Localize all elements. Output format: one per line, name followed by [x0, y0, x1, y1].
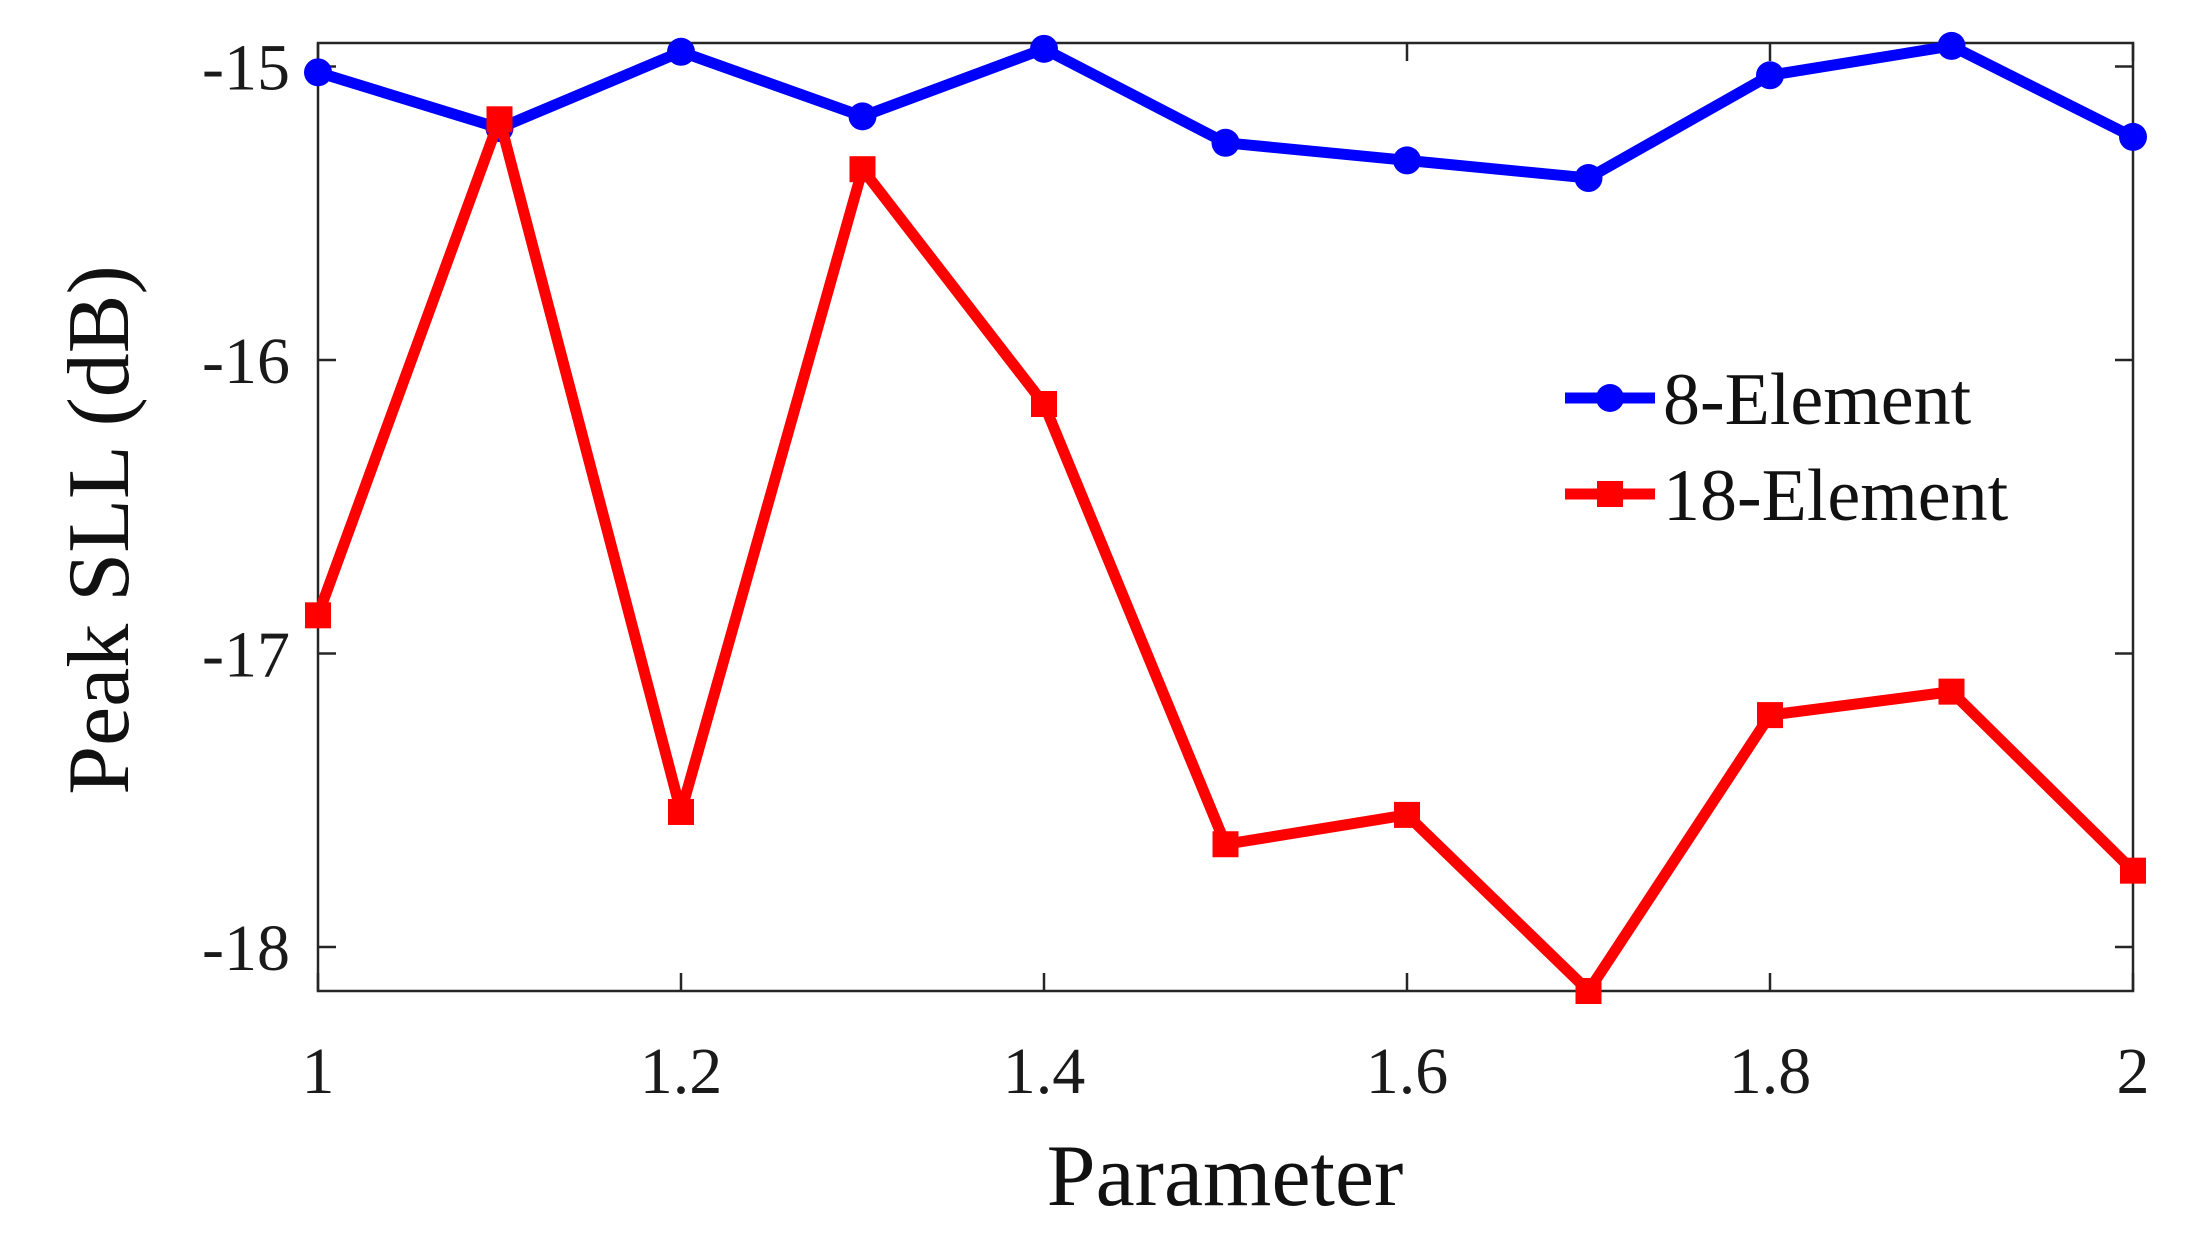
plot-frame [316, 41, 2135, 993]
legend-marker [1597, 481, 1623, 507]
legend-label: 8-Element [1663, 359, 1972, 441]
data-point [1211, 128, 1240, 157]
y-tick-label: -15 [202, 31, 290, 104]
y-axis-ticks: -15 -16 -17 -18 [202, 31, 2133, 985]
data-point [849, 156, 876, 183]
x-tick-label: 1.2 [640, 1035, 723, 1108]
legend-entry: 8-Element [1565, 359, 1972, 441]
data-point [2120, 857, 2146, 884]
data-point [305, 602, 331, 629]
data-point [304, 58, 332, 87]
x-tick-label: 1.4 [1003, 1035, 1086, 1108]
x-tick-label: 1.8 [1729, 1035, 1812, 1108]
data-point [486, 106, 513, 133]
x-tick-label: 1 [302, 1035, 335, 1108]
series-2 [305, 106, 2146, 1004]
data-point [1030, 34, 1058, 63]
data-point [1937, 31, 1966, 60]
data-point [1031, 391, 1057, 418]
plot-area-border [316, 41, 2135, 993]
series-layer [304, 31, 2147, 1004]
data-point [1212, 831, 1239, 858]
legend-marker [1596, 384, 1624, 412]
y-tick-label: -17 [202, 618, 290, 691]
y-tick-label: -18 [202, 912, 290, 985]
data-point [668, 798, 694, 825]
series-line [312, 113, 2139, 997]
x-tick-label: 2 [2117, 1035, 2150, 1108]
x-axis-title: Parameter [1047, 1128, 1404, 1225]
data-point [1756, 61, 1784, 90]
x-axis-ticks: 1 1.2 1.4 1.6 1.8 2 [302, 43, 2150, 1108]
data-point [1574, 164, 1603, 193]
data-point [667, 37, 695, 66]
data-point [1575, 978, 1602, 1004]
data-point [1938, 678, 1965, 705]
y-axis-title: Peak SLL (dB) [51, 265, 148, 795]
data-point [848, 102, 877, 131]
y-tick-label: -16 [202, 325, 290, 398]
data-point [2119, 122, 2147, 151]
data-point [1393, 146, 1421, 175]
data-point [1757, 702, 1783, 729]
legend-entry: 18-Element [1565, 455, 2009, 537]
legend-label: 18-Element [1663, 455, 2009, 537]
x-tick-label: 1.6 [1366, 1035, 1449, 1108]
legend: 8-Element 18-Element [1565, 359, 2009, 537]
series-1 [304, 31, 2147, 193]
series-line [312, 40, 2139, 184]
data-point [1394, 801, 1420, 828]
